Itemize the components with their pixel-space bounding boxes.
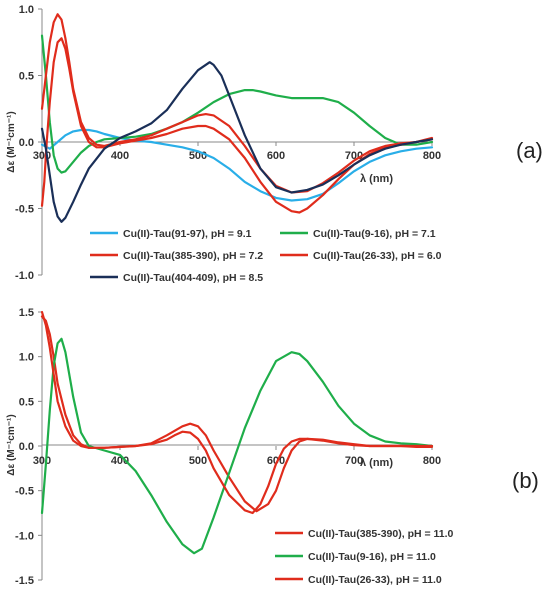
panel-b-series-line-2 xyxy=(40,337,434,555)
panel-b-y-tick-label: 1.0 xyxy=(19,352,34,364)
panel-b-x-tick-label: 500 xyxy=(189,455,207,467)
panel-a-y-tick-label: 0.0 xyxy=(19,137,34,149)
panel-a-y-axis-label: Δε (M⁻¹cm⁻¹) xyxy=(6,111,17,172)
panel-b-legend-entry: Cu(II)-Tau(9-16), pH = 11.0 xyxy=(308,551,436,563)
panel-b-x-axis-label: λ (nm) xyxy=(360,457,393,469)
panel-a-legend-entry: Cu(II)-Tau(9-16), pH = 7.1 xyxy=(313,228,436,240)
panel-b-label: (b) xyxy=(512,468,539,493)
panel-a-series-line-1 xyxy=(40,128,434,202)
panel-b-legend-entry: Cu(II)-Tau(385-390), pH = 11.0 xyxy=(308,528,454,540)
panel-a-x-tick-label: 400 xyxy=(111,150,129,162)
panel-a-legend: Cu(II)-Tau(91-97), pH = 9.1 Cu(II)-Tau(9-… xyxy=(90,228,442,284)
panel-a-y-tick-label: 1.0 xyxy=(19,4,34,16)
panel-b-y-tick-label: -0.5 xyxy=(15,486,34,498)
panel-a-legend-entry: Cu(II)-Tau(91-97), pH = 9.1 xyxy=(123,228,252,240)
panel-b-y-tick-label: -1.5 xyxy=(15,575,34,587)
panel-a-series-line-5 xyxy=(40,61,434,223)
panel-b-y-axis-label: Δε (M⁻¹cm⁻¹) xyxy=(6,414,17,475)
panel-b-y-tick-label: 1.5 xyxy=(19,307,34,319)
panel-b-y-tick-label: 0.0 xyxy=(19,441,34,453)
panel-a-legend-entry: Cu(II)-Tau(404-409), pH = 8.5 xyxy=(123,272,263,284)
panel-b-x-tick-label: 600 xyxy=(267,455,285,467)
panel-a-y-tick-label: -1.0 xyxy=(15,270,34,282)
panel-a-x-tick-label: 800 xyxy=(423,150,441,162)
panel-b-chart: 1.5 1.0 0.5 0.0 -0.5 -1.0 -1.5 300 400 500 600 700… xyxy=(6,307,539,587)
panel-a-x-tick-label: 600 xyxy=(267,150,285,162)
panel-b-series-line-1 xyxy=(40,315,434,513)
panel-b-series-line-3 xyxy=(40,310,434,515)
panel-a-y-tick-label: 0.5 xyxy=(19,71,34,83)
panel-b-x-tick-label: 300 xyxy=(33,455,51,467)
panel-a-legend-entry: Cu(II)-Tau(26-33), pH = 6.0 xyxy=(313,250,442,262)
panel-b-y-tick-label: 0.5 xyxy=(19,396,34,408)
panel-a-series-line-3 xyxy=(40,13,434,194)
panel-a-series-line-2 xyxy=(40,34,434,174)
panel-a-chart: 1.00.50.0-0.5-1.0 300 400 500 600 700 800 λ (… xyxy=(6,4,543,284)
panel-a-y-tick-label: -0.5 xyxy=(15,204,34,216)
panel-a-x-axis-label: λ (nm) xyxy=(360,173,393,185)
panel-b-legend-entry: Cu(II)-Tau(26-33), pH = 11.0 xyxy=(308,574,442,586)
panel-b-x-tick-label: 800 xyxy=(423,455,441,467)
panel-a-label: (a) xyxy=(516,138,543,163)
panel-b-legend: Cu(II)-Tau(385-390), pH = 11.0 Cu(II)-Tau… xyxy=(275,528,454,586)
panel-a-series-line-4 xyxy=(40,37,434,214)
panel-b-x-tick-label: 700 xyxy=(345,455,363,467)
panel-b-y-tick-label: -1.0 xyxy=(15,530,34,542)
panel-b-x-tick-label: 400 xyxy=(111,455,129,467)
panel-a-legend-entry: Cu(II)-Tau(385-390), pH = 7.2 xyxy=(123,250,263,262)
